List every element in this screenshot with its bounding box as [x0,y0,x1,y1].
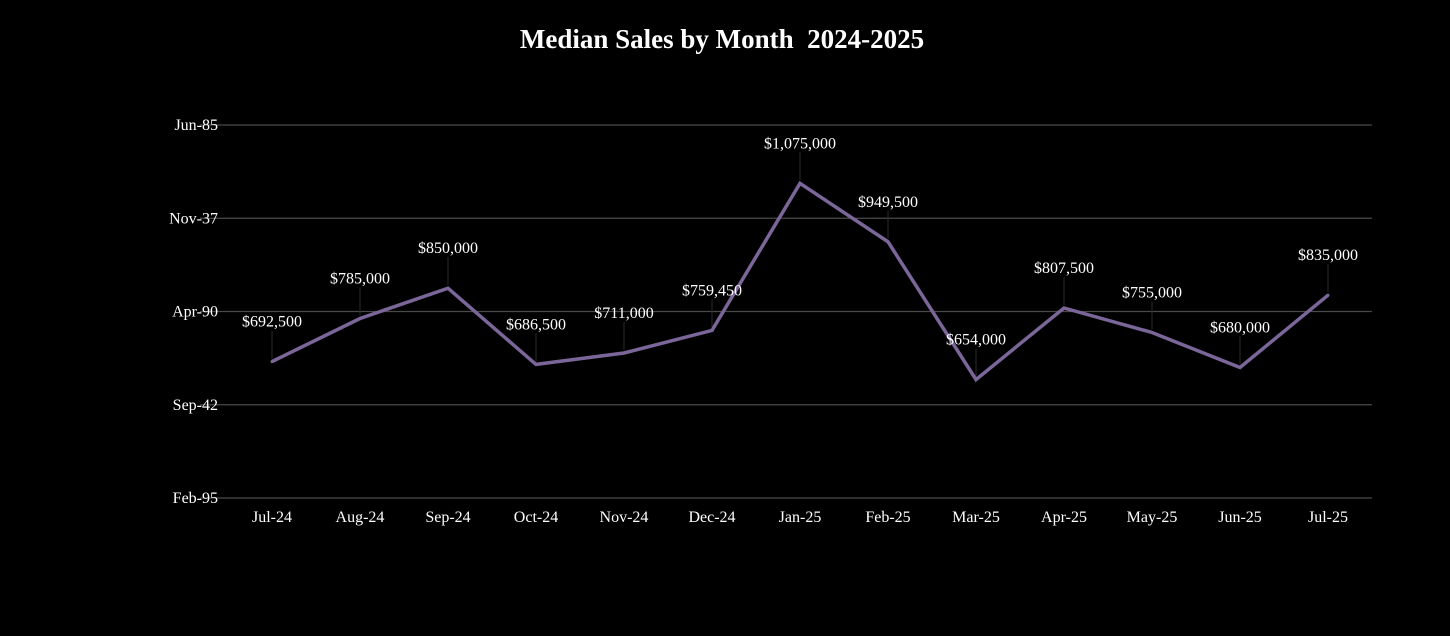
x-tick-label: Jul-25 [1308,509,1348,526]
x-tick-label: May-25 [1127,509,1178,526]
data-label: $692,500 [242,314,302,331]
data-label: $755,000 [1122,284,1182,301]
chart-title: Median Sales by Month 2024-2025 [519,24,925,54]
data-point [358,316,362,320]
data-label: $835,000 [1298,247,1358,264]
x-tick-label: Dec-24 [688,509,735,526]
data-label: $680,000 [1210,319,1270,336]
x-tick-label: Nov-24 [600,509,649,526]
data-point [270,360,274,364]
data-label: $1,075,000 [764,135,836,152]
data-label: $785,000 [330,270,390,287]
data-point [974,378,978,382]
y-tick-label: Apr-90 [172,304,218,321]
data-point [710,328,714,332]
data-point [1150,330,1154,334]
x-tick-label: Sep-24 [425,509,470,526]
series-line [271,180,1330,383]
x-tick-label: Feb-25 [865,509,910,526]
data-point [1238,365,1242,369]
y-tick-label: Jun-85 [174,117,218,134]
data-point [886,240,890,244]
data-label: $850,000 [418,240,478,257]
data-label: $759,450 [682,282,742,299]
data-label: $686,500 [506,316,566,333]
data-point [798,181,802,185]
data-point [1062,306,1066,310]
data-point [534,362,538,366]
data-label: $949,500 [858,194,918,211]
x-tick-label: Aug-24 [336,509,385,526]
x-tick-label: Jul-24 [252,509,292,526]
x-tick-label: Apr-25 [1041,509,1087,526]
y-tick-label: Feb-95 [173,490,218,507]
data-label: $711,000 [594,305,653,322]
x-tick-label: Jun-25 [1218,509,1262,526]
data-point [1326,293,1330,297]
data-point [446,286,450,290]
x-tick-label: Jan-25 [779,509,822,526]
data-point [622,351,626,355]
x-tick-label: Mar-25 [952,509,1000,526]
x-tick-label: Oct-24 [514,509,558,526]
y-tick-label: Nov-37 [169,210,218,227]
y-tick-label: Sep-42 [173,397,218,414]
data-label: $807,500 [1034,260,1094,277]
data-label: $654,000 [946,332,1006,349]
